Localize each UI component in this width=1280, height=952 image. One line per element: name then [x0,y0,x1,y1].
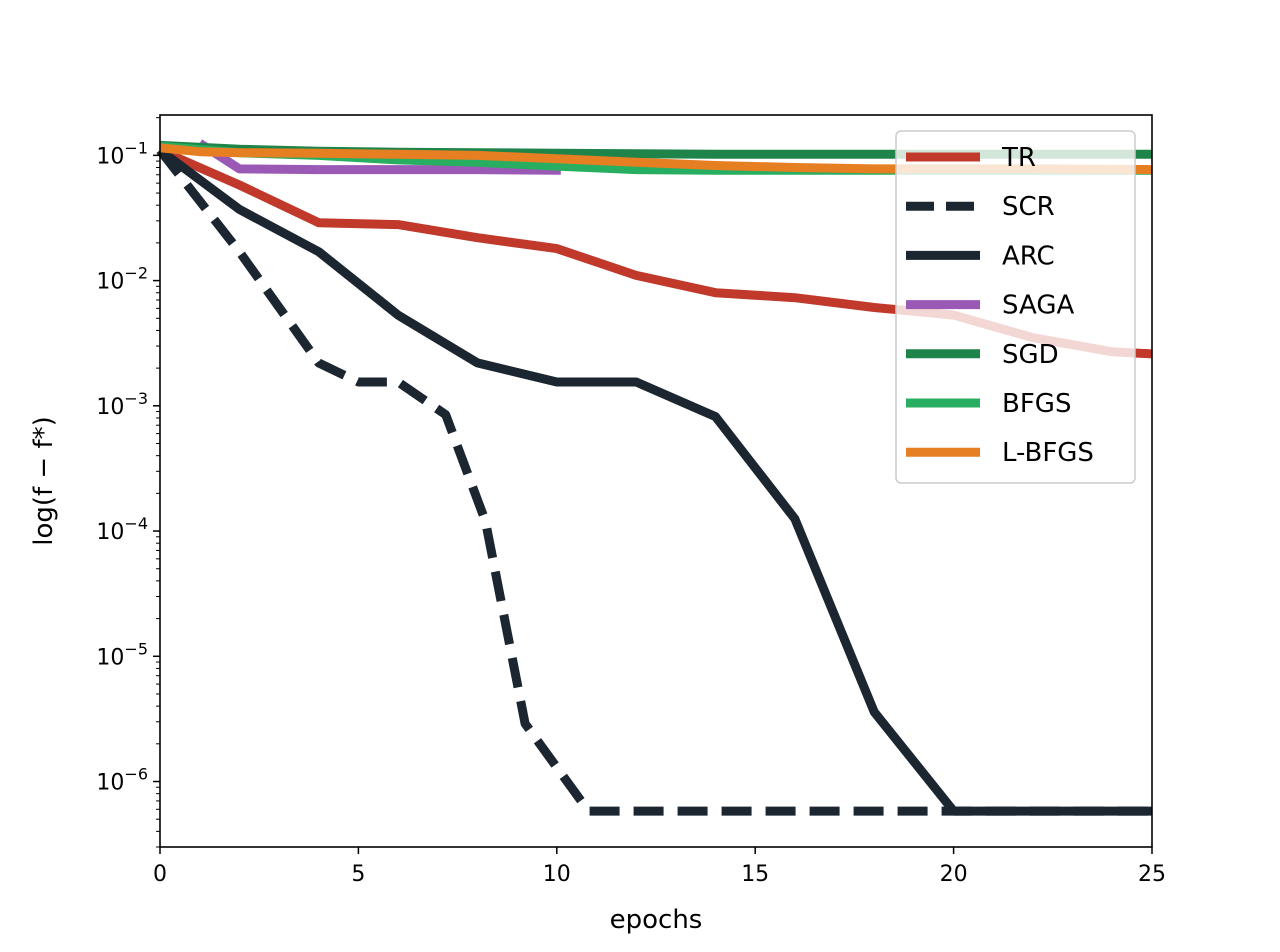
y-tick-label: 10−5 [96,639,148,670]
x-tick-label: 0 [153,862,167,887]
legend-label: SAGA [1002,291,1074,321]
y-minor-ticks [156,117,160,848]
y-tick-label: 10−2 [96,264,148,295]
series-line-scr [156,147,1152,816]
legend-label: TR [1001,143,1036,173]
y-axis: 10−1 10−2 10−3 10−4 10−5 10−6 [96,138,160,796]
x-tick-label: 25 [1138,862,1166,887]
legend: TR SCR ARC SAGA SGD BFGS L-BFGS [895,130,1136,484]
legend-label: ARC [1002,241,1055,271]
x-tick-label: 15 [741,862,769,887]
y-tick-label: 10−1 [96,138,148,169]
x-tick-label: 5 [351,862,365,887]
x-axis-label: epochs [610,905,703,935]
legend-label: SGD [1002,340,1059,370]
y-tick-label: 10−4 [96,514,148,545]
legend-box [895,130,1136,484]
series-line-arc [157,146,1152,816]
y-axis-label: log(f − f*) [29,416,59,546]
series-line-saga [197,139,561,175]
y-tick-label: 10−6 [96,765,148,796]
x-axis: 0 5 10 15 20 25 [153,847,1166,887]
legend-label: L-BFGS [1002,438,1094,468]
x-tick-label: 10 [543,862,571,887]
legend-label: BFGS [1002,389,1071,419]
legend-label: SCR [1002,192,1055,222]
y-tick-label: 10−3 [96,389,148,420]
x-tick-label: 20 [940,862,968,887]
axes-frame [159,114,1153,848]
